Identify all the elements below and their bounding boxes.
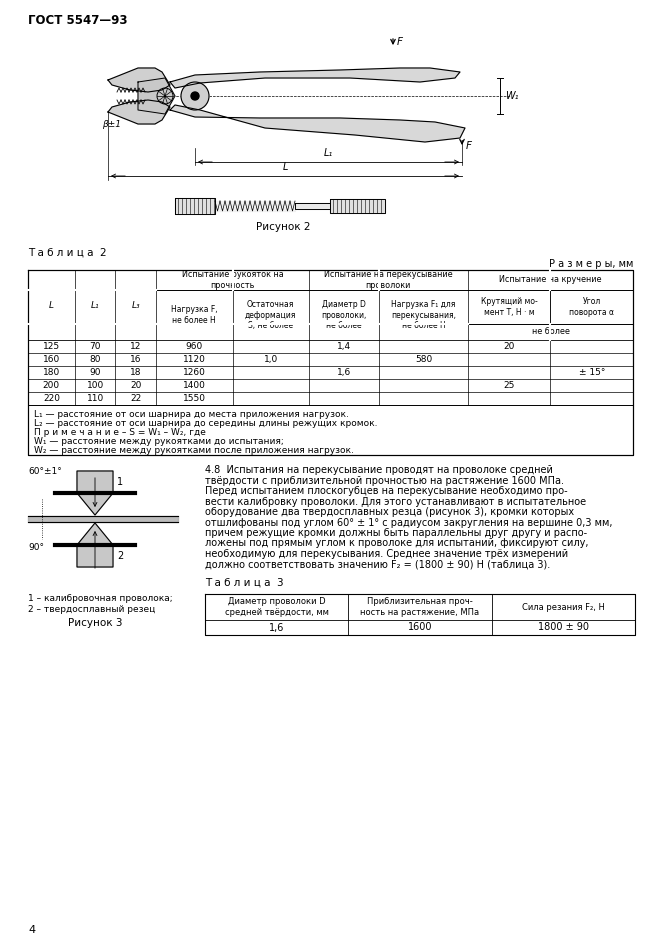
Text: W₁: W₁ — [505, 91, 518, 101]
Text: 1,6: 1,6 — [269, 622, 284, 633]
Polygon shape — [108, 100, 170, 124]
Text: F: F — [397, 37, 403, 47]
Text: L: L — [49, 300, 54, 310]
Polygon shape — [295, 203, 330, 209]
Text: 20: 20 — [130, 381, 141, 390]
Text: Диаметр D
проволоки,
не более: Диаметр D проволоки, не более — [321, 300, 367, 329]
Text: оборудование два твердосплавных резца (рисунок 3), кромки которых: оборудование два твердосплавных резца (р… — [205, 507, 574, 517]
Polygon shape — [28, 516, 178, 522]
Text: 1 – калибровочная проволока;: 1 – калибровочная проволока; — [28, 594, 173, 603]
Polygon shape — [215, 201, 295, 211]
Circle shape — [157, 88, 173, 104]
Circle shape — [181, 82, 209, 110]
Text: твёрдости с приблизительной прочностью на растяжение 1600 МПа.: твёрдости с приблизительной прочностью н… — [205, 475, 564, 486]
Text: 70: 70 — [89, 342, 101, 351]
Text: 100: 100 — [87, 381, 104, 390]
Text: 220: 220 — [43, 394, 60, 403]
Text: 200: 200 — [43, 381, 60, 390]
Text: должно соответствовать значению F₂ = (1800 ± 90) Н (таблица 3).: должно соответствовать значению F₂ = (18… — [205, 560, 550, 569]
Text: L₁ — расстояние от оси шарнира до места приложения нагрузок.: L₁ — расстояние от оси шарнира до места … — [34, 410, 349, 419]
Text: 125: 125 — [43, 342, 60, 351]
Text: Р а з м е р ы, мм: Р а з м е р ы, мм — [549, 259, 633, 269]
Polygon shape — [170, 68, 460, 88]
Text: Нагрузка F₁ для
перекусывания,
не более Н: Нагрузка F₁ для перекусывания, не более … — [391, 300, 456, 329]
Text: 1400: 1400 — [183, 381, 206, 390]
Text: 60°±1°: 60°±1° — [28, 467, 61, 476]
Polygon shape — [77, 523, 113, 567]
Text: 18: 18 — [130, 368, 141, 377]
Text: L₃: L₃ — [132, 300, 140, 310]
Text: Крутящий мо-
мент T, Н · м: Крутящий мо- мент T, Н · м — [481, 298, 537, 316]
Text: 1600: 1600 — [408, 622, 432, 633]
Polygon shape — [138, 78, 175, 114]
Text: 12: 12 — [130, 342, 141, 351]
Polygon shape — [175, 198, 215, 214]
Text: 1120: 1120 — [183, 355, 206, 364]
Text: 1,6: 1,6 — [337, 368, 351, 377]
Text: W₁ — расстояние между рукоятками до испытания;: W₁ — расстояние между рукоятками до испы… — [34, 437, 284, 446]
Text: 20: 20 — [504, 342, 515, 351]
Text: 1260: 1260 — [183, 368, 206, 377]
Text: Угол
поворота α: Угол поворота α — [569, 298, 614, 316]
Text: 80: 80 — [89, 355, 101, 364]
Text: L₁: L₁ — [323, 148, 332, 158]
Text: Остаточная
деформация
S, не более: Остаточная деформация S, не более — [245, 300, 296, 329]
Text: W₂ — расстояние между рукоятками после приложения нагрузок.: W₂ — расстояние между рукоятками после п… — [34, 446, 354, 455]
Polygon shape — [170, 105, 465, 142]
Polygon shape — [330, 199, 385, 213]
Text: Рисунок 2: Рисунок 2 — [256, 222, 310, 232]
Text: Т а б л и ц а  3: Т а б л и ц а 3 — [205, 578, 284, 588]
Text: отшлифованы под углом 60° ± 1° с радиусом закругления на вершине 0,3 мм,: отшлифованы под углом 60° ± 1° с радиусо… — [205, 518, 613, 528]
Circle shape — [191, 92, 199, 100]
Text: 4.8  Испытания на перекусывание проводят на проволоке средней: 4.8 Испытания на перекусывание проводят … — [205, 465, 553, 475]
Text: 960: 960 — [186, 342, 203, 351]
Text: Приблизительная проч-
ность на растяжение, МПа: Приблизительная проч- ность на растяжени… — [360, 597, 480, 617]
Text: 1,0: 1,0 — [264, 355, 278, 364]
Text: 1,4: 1,4 — [337, 342, 351, 351]
Polygon shape — [108, 68, 170, 92]
Text: 160: 160 — [43, 355, 60, 364]
Text: β±1: β±1 — [102, 120, 122, 129]
Text: Т а б л и ц а  2: Т а б л и ц а 2 — [28, 248, 106, 258]
Text: 90: 90 — [89, 368, 101, 377]
Text: Сила резания F₂, Н: Сила резания F₂, Н — [522, 603, 605, 611]
Text: Рисунок 3: Рисунок 3 — [67, 618, 122, 628]
Text: ложены под прямым углом к проволоке для испытаний, фиксируют силу,: ложены под прямым углом к проволоке для … — [205, 538, 588, 548]
Text: ± 15°: ± 15° — [578, 368, 605, 377]
Text: Нагрузка F,
не более Н: Нагрузка F, не более Н — [171, 305, 217, 325]
Text: 180: 180 — [43, 368, 60, 377]
Text: Испытание на кручение: Испытание на кручение — [499, 275, 602, 285]
Text: 4: 4 — [28, 925, 35, 935]
Text: П р и м е ч а н и е – S = W₁ – W₂, где: П р и м е ч а н и е – S = W₁ – W₂, где — [34, 428, 206, 437]
Text: необходимую для перекусывания. Среднее значение трёх измерений: необходимую для перекусывания. Среднее з… — [205, 549, 568, 559]
Text: 90°: 90° — [28, 543, 44, 551]
Text: L₂ — расстояние от оси шарнира до середины длины режущих кромок.: L₂ — расстояние от оси шарнира до середи… — [34, 419, 377, 428]
Text: 16: 16 — [130, 355, 141, 364]
Text: вести калибровку проволоки. Для этого устанавливают в испытательное: вести калибровку проволоки. Для этого ус… — [205, 496, 586, 506]
Text: L: L — [282, 162, 288, 172]
Text: 2: 2 — [117, 551, 123, 561]
Text: Перед испытанием плоскогубцев на перекусывание необходимо про-: Перед испытанием плоскогубцев на перекус… — [205, 486, 568, 496]
Text: 1: 1 — [117, 477, 123, 487]
Polygon shape — [77, 471, 113, 515]
Text: 580: 580 — [415, 355, 432, 364]
Text: L₁: L₁ — [91, 300, 99, 310]
Text: 2 – твердосплавный резец: 2 – твердосплавный резец — [28, 605, 155, 614]
Text: 25: 25 — [504, 381, 515, 390]
Text: Испытание на перекусывание
проволоки: Испытание на перекусывание проволоки — [324, 271, 453, 290]
Text: причем режущие кромки должны быть параллельны друг другу и распо-: причем режущие кромки должны быть паралл… — [205, 528, 587, 538]
Text: Диаметр проволоки D
средней твёрдости, мм: Диаметр проволоки D средней твёрдости, м… — [225, 597, 329, 617]
Text: ГОСТ 5547—93: ГОСТ 5547—93 — [28, 14, 128, 27]
Text: F: F — [466, 141, 472, 151]
Text: 110: 110 — [87, 394, 104, 403]
Text: Испытание рукояток на
прочность: Испытание рукояток на прочность — [182, 271, 284, 290]
Text: не более: не более — [531, 328, 569, 337]
Text: 1550: 1550 — [183, 394, 206, 403]
Text: 22: 22 — [130, 394, 141, 403]
Text: 1800 ± 90: 1800 ± 90 — [538, 622, 589, 633]
